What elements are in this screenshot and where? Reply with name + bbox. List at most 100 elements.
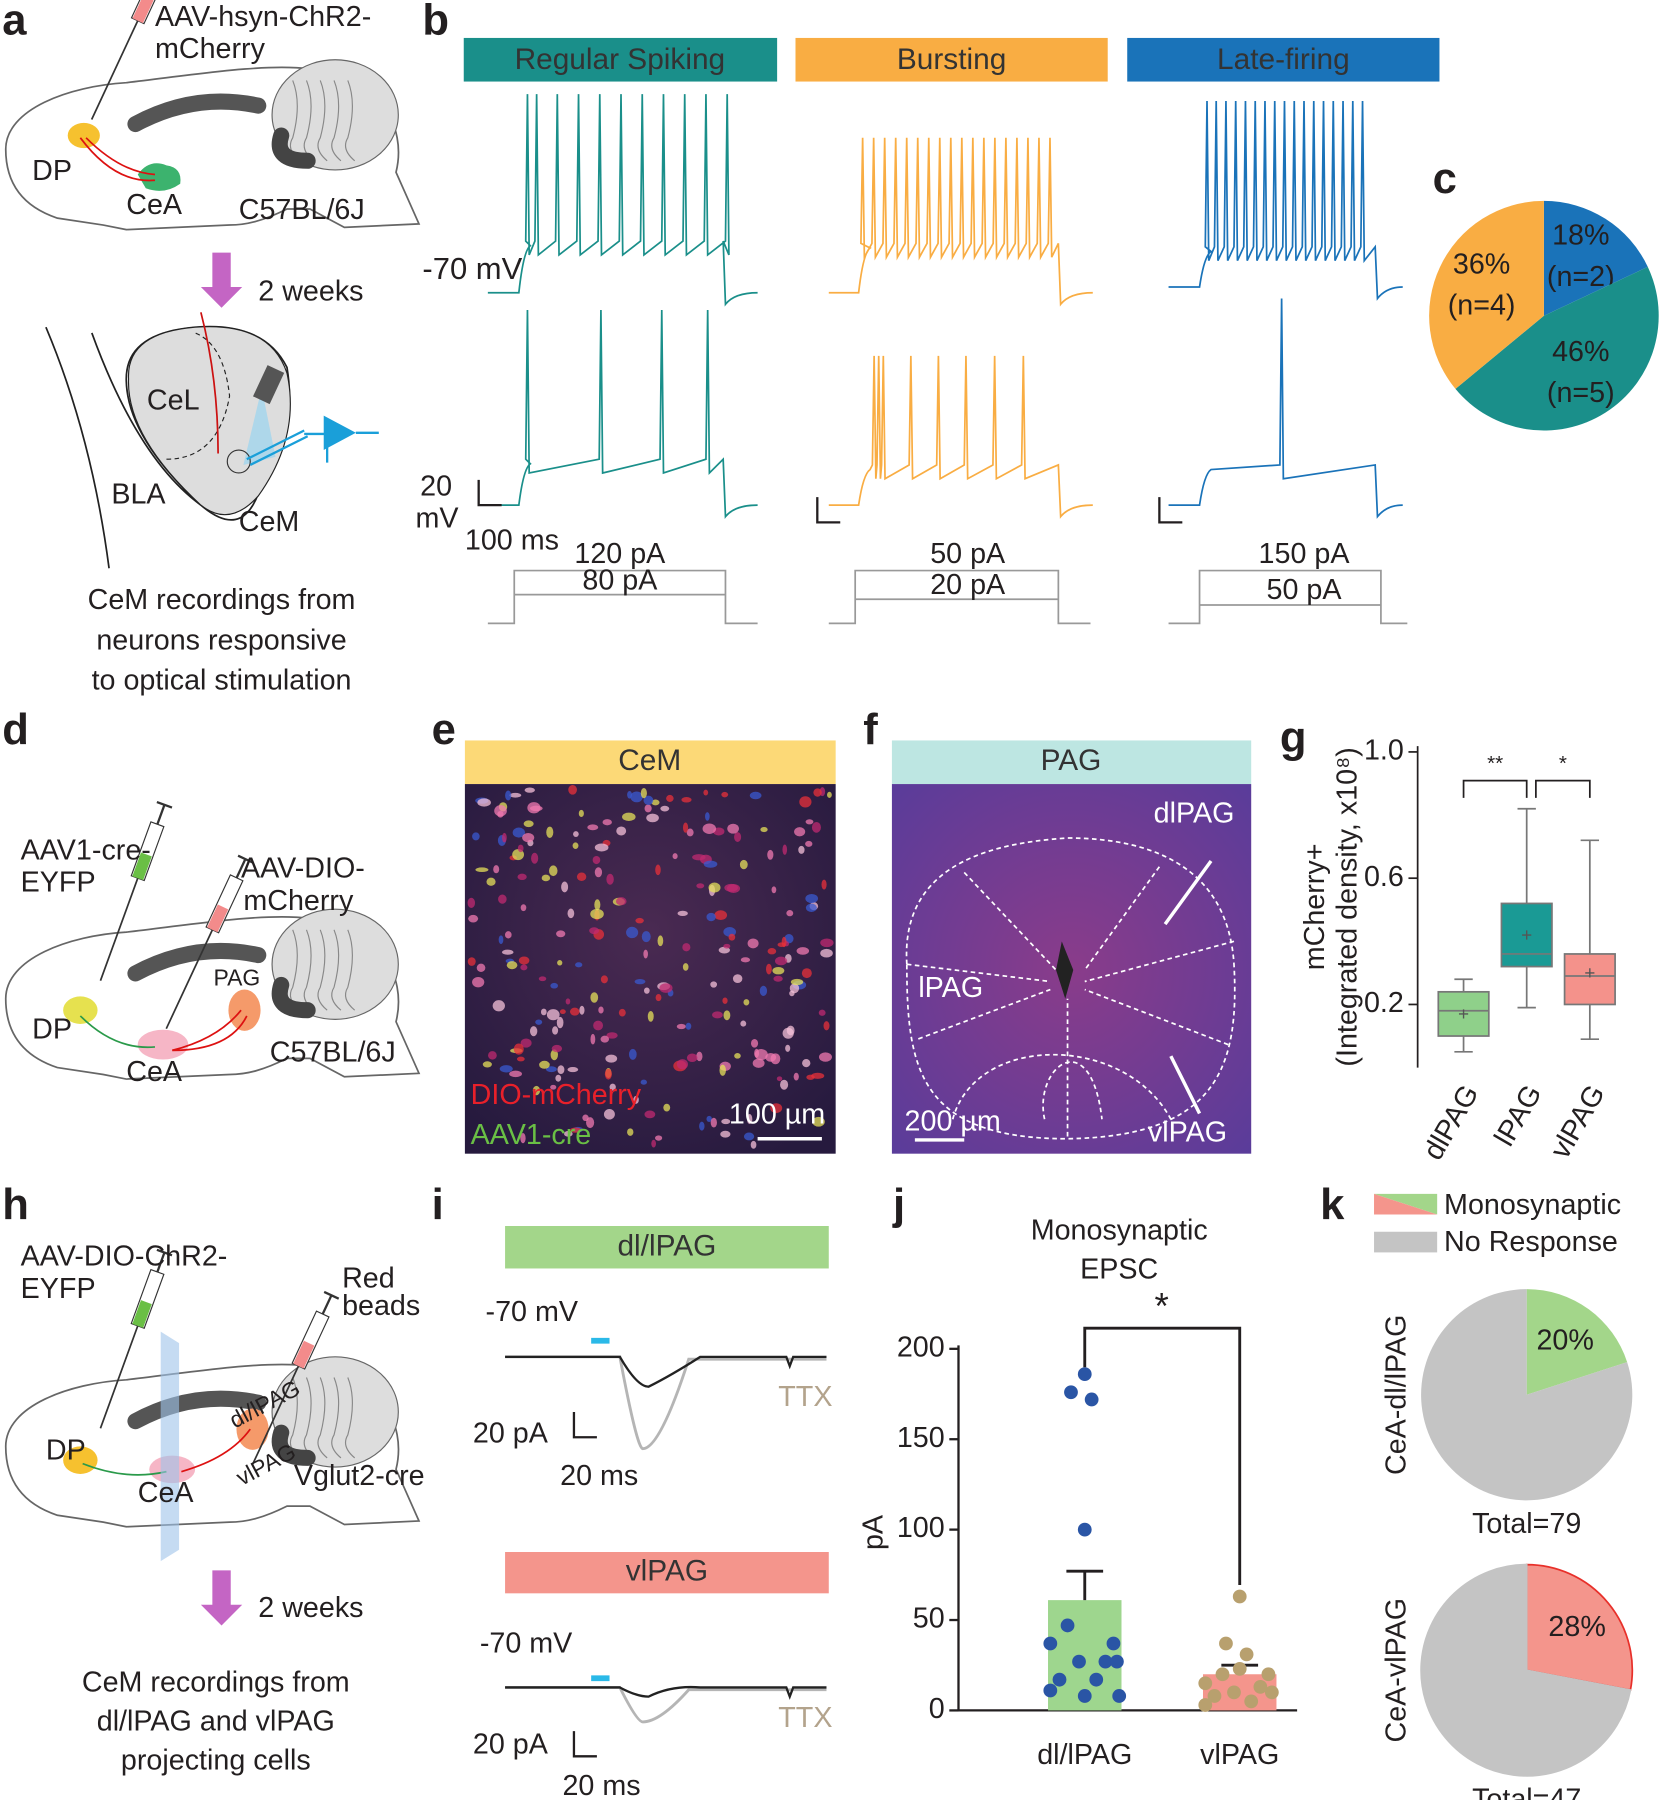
folia [331,1377,342,1459]
diagrams [4,0,1408,1758]
cell [594,899,601,911]
significance-bracket [1462,779,1528,798]
scale: 20 ms [562,1770,640,1800]
cell [760,827,768,833]
cell [555,1074,562,1082]
y-tick-label: 100 [897,1512,945,1544]
fiber [200,312,219,454]
folia [317,80,328,162]
y-axis-label: pA [857,1514,889,1550]
cell [682,943,691,952]
cell [805,840,813,847]
cell [794,827,806,837]
cell [706,912,716,922]
box [1437,990,1490,1037]
cell [699,1121,705,1131]
cell [786,910,794,917]
cell [802,1058,811,1068]
cell [682,822,689,833]
cell [770,1103,783,1114]
cell [575,962,583,968]
value-label: (n=4) [1448,290,1516,322]
cell [734,832,742,842]
x-tick-label: dlPAG [1417,1080,1485,1166]
cell [505,790,512,801]
cell [823,1021,830,1031]
cell [493,865,500,874]
cell [780,1079,789,1090]
pie-slice [1420,1563,1632,1777]
panel-label: a [2,0,27,45]
significance: * [1155,1285,1169,1326]
legend-label: No Response [1444,1226,1618,1258]
cell [647,1010,654,1022]
stain: AAV1-cre [471,1119,592,1151]
cell [708,882,721,893]
chart-title: Monosynaptic [1031,1214,1208,1246]
caption: neurons responsive [96,624,346,656]
trace [828,355,1093,519]
trace [505,1686,827,1724]
cell [782,1027,794,1039]
scale: 20 pA [473,1417,549,1449]
tract [271,976,316,1019]
cell [576,872,587,881]
cell [672,853,678,860]
cell [654,1135,663,1141]
strain: C57BL/6J [270,1036,396,1068]
virus: beads [342,1290,420,1322]
axons [79,1015,156,1049]
caption: to optical stimulation [92,664,352,696]
cell [682,963,689,971]
axons [181,1428,251,1473]
cell [634,978,646,985]
panel-label: h [2,1181,29,1229]
tract [271,127,316,169]
data-point [1198,1676,1213,1691]
cell [592,855,601,865]
cell [546,1009,560,1021]
cell [820,948,833,958]
header-text: vlPAG [626,1555,708,1588]
pag [228,989,261,1031]
data-point [1043,1683,1058,1698]
panel-label: g [1280,714,1307,762]
plunger [321,1294,333,1315]
panel-label: d [2,706,29,754]
cerebellum [271,908,399,1020]
cell [545,1066,557,1073]
cell [628,1048,637,1060]
cell [516,1056,525,1062]
cell [517,873,527,881]
cell [579,1005,585,1015]
cell [609,1083,616,1091]
data-point [1077,1522,1092,1537]
current: 80 pA [582,565,658,597]
cell [559,1009,566,1015]
cell [739,859,748,870]
region: CeL [147,384,200,416]
cell [630,791,643,803]
data-point [1098,1654,1113,1669]
fluid [132,0,154,24]
header [1127,37,1440,82]
value-label: 36% [1453,248,1510,280]
cell [801,968,812,979]
box [1563,953,1616,1006]
cell [573,831,579,837]
cell [531,852,539,864]
cell [572,842,579,849]
caption: projecting cells [121,1745,311,1777]
axons [171,1009,248,1052]
scale: mV [416,503,460,535]
cell [589,927,600,935]
data-point [1077,1689,1092,1703]
scale-bar [572,1411,597,1439]
cell [798,845,805,854]
cell [502,832,507,843]
cell [518,956,530,965]
plunger [156,801,173,809]
region: DP [46,1435,86,1467]
region: PAG [214,964,261,990]
plunger [156,1248,173,1257]
